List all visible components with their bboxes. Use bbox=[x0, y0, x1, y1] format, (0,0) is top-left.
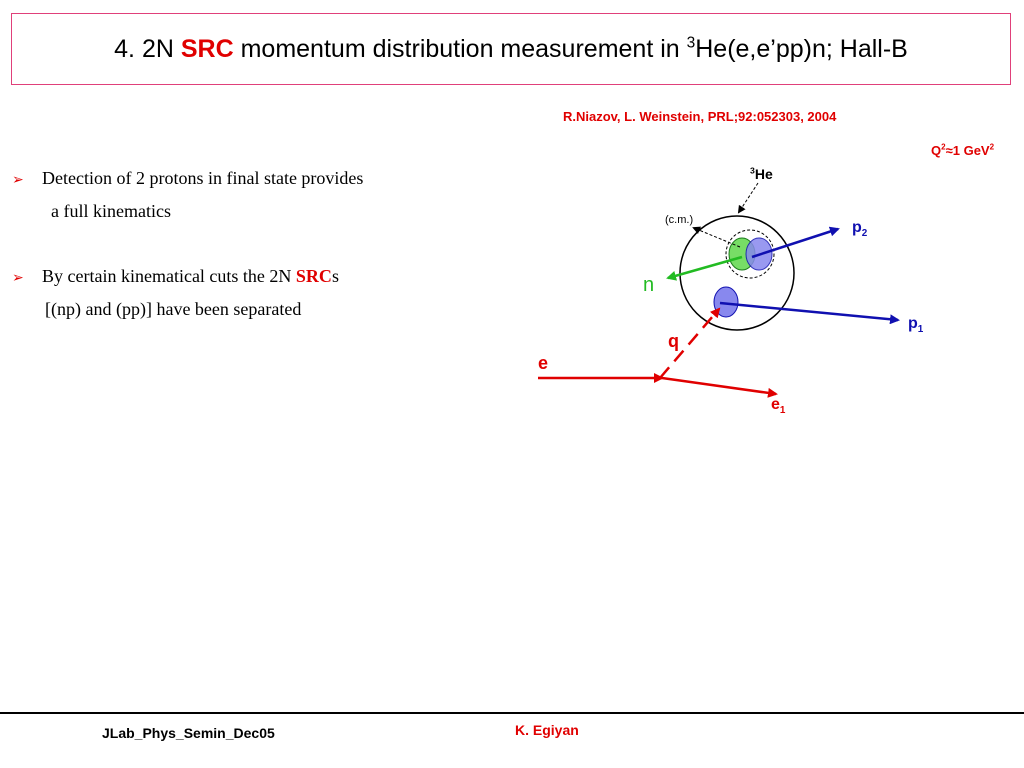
bullet-2: ➢ By certain kinematical cuts the 2N SRCs bbox=[12, 266, 339, 286]
cm-dashed-circle bbox=[725, 229, 775, 279]
he3-pointer bbox=[737, 182, 759, 214]
p2-label: p2 bbox=[852, 219, 868, 240]
cm-label: (c.m.) bbox=[665, 214, 694, 226]
bullet-arrow-icon: ➢ bbox=[12, 173, 24, 188]
e-label: e bbox=[538, 353, 549, 373]
title-src-highlight: SRC bbox=[180, 34, 234, 63]
q2-label: Q2≈1 GeV2 bbox=[931, 142, 995, 158]
p2-arrow bbox=[751, 226, 840, 259]
title-box: 4. 2N SRC momentum distribution measurem… bbox=[11, 13, 1011, 85]
cm-pointer bbox=[692, 226, 741, 248]
p1-label: p1 bbox=[908, 315, 924, 336]
bullet-arrow-icon: ➢ bbox=[12, 271, 24, 286]
slide-title: 4. 2N SRC momentum distribution measurem… bbox=[114, 34, 908, 63]
q-arrow bbox=[659, 307, 721, 379]
e1-label: e1 bbox=[771, 396, 786, 417]
footer-divider bbox=[0, 712, 1024, 714]
reference-citation: R.Niazov, L. Weinstein, PRL;92:052303, 2… bbox=[563, 109, 837, 124]
bullet-1: ➢ Detection of 2 protons in final state p… bbox=[12, 168, 364, 188]
he3-label: 3He bbox=[750, 165, 773, 182]
nucleus-circle bbox=[679, 215, 795, 331]
q-label: q bbox=[668, 331, 679, 351]
footer-author: K. Egiyan bbox=[515, 722, 579, 738]
n-arrow bbox=[666, 255, 743, 281]
n-label: n bbox=[643, 274, 655, 296]
footer-left-text: JLab_Phys_Semin_Dec05 bbox=[102, 725, 275, 741]
proton-ball-single bbox=[713, 286, 739, 318]
bullet-1-continuation: a full kinematics bbox=[51, 201, 171, 221]
p1-arrow bbox=[719, 301, 900, 325]
bullet-2-continuation: [(np) and (pp)] have been separated bbox=[45, 299, 302, 319]
e1-arrow bbox=[661, 376, 778, 398]
